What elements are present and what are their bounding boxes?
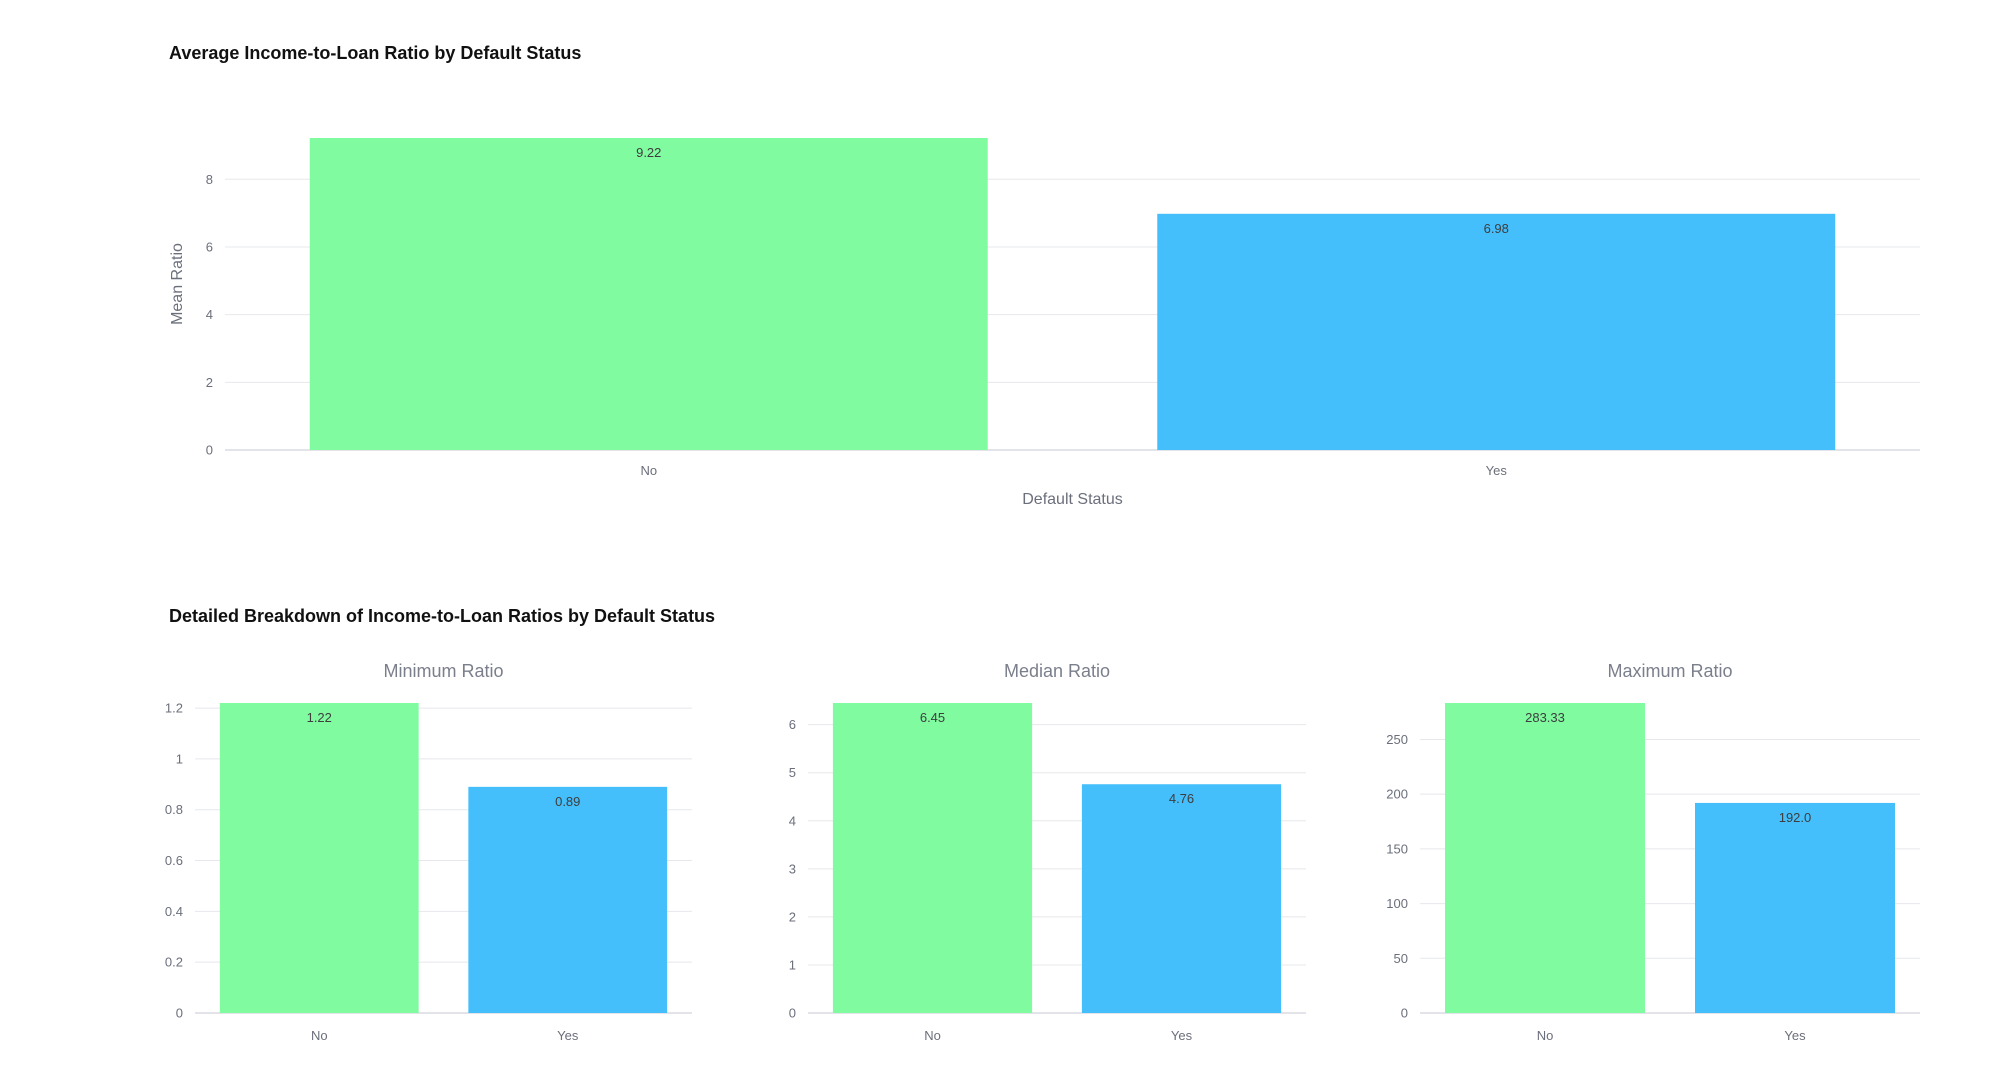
- chart1-y-tick-label: 1.2: [165, 701, 183, 716]
- chart3-y-tick-label: 100: [1386, 896, 1408, 911]
- chart0-y-tick-label: 6: [206, 239, 213, 254]
- chart0-y-tick-label: 2: [206, 375, 213, 390]
- chart1-bar-no: [219, 703, 419, 1013]
- chart2-y-tick-label: 2: [789, 909, 796, 924]
- chart2-x-tick-label: Yes: [1171, 1028, 1193, 1043]
- chart3-bar-value-label: 192.0: [1779, 810, 1812, 825]
- chart2-y-tick-label: 4: [789, 813, 796, 828]
- chart1-bar-yes: [468, 786, 668, 1013]
- chart0-x-axis-title: Default Status: [1022, 491, 1123, 508]
- chart1-subplot-title: Minimum Ratio: [383, 661, 503, 681]
- chart0-x-tick-label: No: [640, 463, 657, 478]
- chart2-y-tick-label: 1: [789, 957, 796, 972]
- chart3-subplot-title: Maximum Ratio: [1607, 661, 1732, 681]
- chart3-bar-value-label: 283.33: [1525, 710, 1565, 725]
- chart1-y-tick-label: 0.4: [165, 904, 183, 919]
- chart0-y-tick-label: 8: [206, 172, 213, 187]
- chart1-y-tick-label: 0.2: [165, 955, 183, 970]
- main-chart-title: Average Income-to-Loan Ratio by Default …: [169, 43, 582, 63]
- chart1-y-tick-label: 0.8: [165, 802, 183, 817]
- chart1-bar-value-label: 1.22: [307, 710, 332, 725]
- chart1-y-tick-label: 0: [176, 1006, 183, 1021]
- chart1-y-tick-label: 1: [176, 751, 183, 766]
- chart0-bar-value-label: 6.98: [1484, 221, 1509, 236]
- chart2-y-tick-label: 6: [789, 717, 796, 732]
- chart0-bar-no: [309, 138, 988, 450]
- chart0-y-tick-label: 4: [206, 307, 213, 322]
- chart3-bar-no: [1445, 703, 1645, 1013]
- chart2-bar-no: [832, 703, 1033, 1013]
- chart2-y-tick-label: 5: [789, 765, 796, 780]
- chart0-x-tick-label: Yes: [1486, 463, 1508, 478]
- chart2-x-tick-label: No: [924, 1028, 941, 1043]
- chart3-y-tick-label: 150: [1386, 841, 1408, 856]
- chart1-x-tick-label: Yes: [557, 1028, 579, 1043]
- chart2-y-tick-label: 0: [789, 1006, 796, 1021]
- chart3-bar-yes: [1695, 802, 1895, 1013]
- chart2-subplot-title: Median Ratio: [1004, 661, 1110, 681]
- chart2-y-tick-label: 3: [789, 861, 796, 876]
- chart3-y-tick-label: 200: [1386, 787, 1408, 802]
- chart2-bar-yes: [1081, 784, 1282, 1013]
- chart3-y-tick-label: 0: [1401, 1006, 1408, 1021]
- chart1-y-tick-label: 0.6: [165, 853, 183, 868]
- chart1-bar-value-label: 0.89: [555, 794, 580, 809]
- chart0-bar-yes: [1157, 213, 1836, 450]
- chart2-bar-value-label: 4.76: [1169, 791, 1194, 806]
- chart0-bar-value-label: 9.22: [636, 145, 661, 160]
- chart1-x-tick-label: No: [311, 1028, 328, 1043]
- chart3-x-tick-label: Yes: [1784, 1028, 1806, 1043]
- chart0-y-tick-label: 0: [206, 443, 213, 458]
- detail-section-title: Detailed Breakdown of Income-to-Loan Rat…: [169, 606, 716, 626]
- chart3-y-tick-label: 250: [1386, 732, 1408, 747]
- chart3-y-tick-label: 50: [1394, 951, 1408, 966]
- chart0-y-axis-title: Mean Ratio: [169, 243, 186, 325]
- chart3-x-tick-label: No: [1537, 1028, 1554, 1043]
- chart2-bar-value-label: 6.45: [920, 710, 945, 725]
